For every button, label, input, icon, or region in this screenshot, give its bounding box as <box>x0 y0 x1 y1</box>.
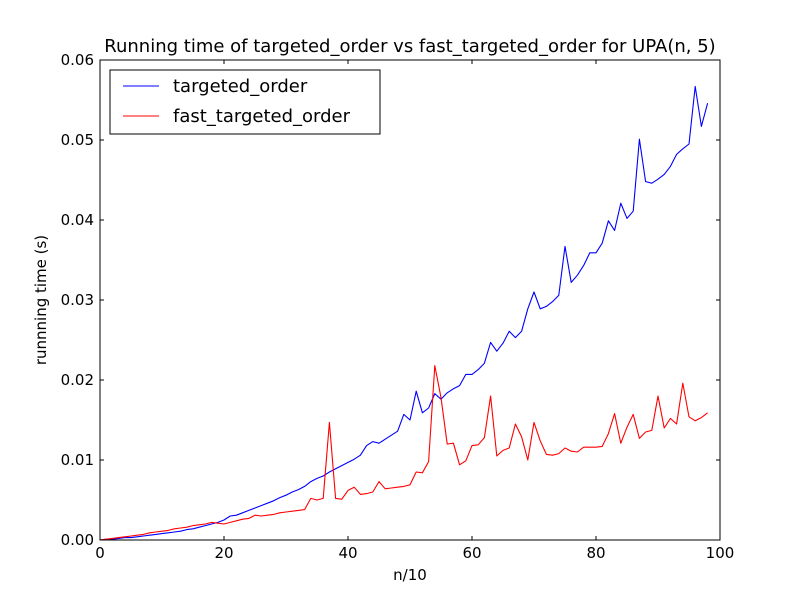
y-tick-label: 0.05 <box>61 131 94 149</box>
x-axis: 0 20 40 60 80 100 <box>95 60 734 562</box>
x-tick-label: 40 <box>338 544 357 562</box>
y-tick-label: 0.00 <box>61 531 94 549</box>
x-tick-label: 80 <box>586 544 605 562</box>
plot-area <box>100 60 720 540</box>
y-tick-label: 0.02 <box>61 371 94 389</box>
y-tick-label: 0.06 <box>61 51 94 69</box>
x-axis-label: n/10 <box>393 566 427 584</box>
series-line-fast-targeted-order <box>99 365 708 541</box>
x-tick-label: 60 <box>462 544 481 562</box>
y-tick-label: 0.04 <box>61 211 94 229</box>
legend-label-targeted-order: targeted_order <box>173 76 308 97</box>
y-tick-label: 0.03 <box>61 291 94 309</box>
x-tick-label: 0 <box>95 544 105 562</box>
legend-box <box>109 69 381 135</box>
series-line-targeted-order <box>99 85 709 541</box>
series-layer <box>99 85 709 541</box>
x-tick-label: 100 <box>706 544 735 562</box>
y-tick-label: 0.01 <box>61 451 94 469</box>
legend: targeted_order fast_targeted_order <box>109 69 381 135</box>
y-axis: 0.00 0.01 0.02 0.03 0.04 0.05 0.06 <box>61 51 720 549</box>
y-axis-label: runnning time (s) <box>32 235 50 365</box>
legend-label-fast-targeted-order: fast_targeted_order <box>173 106 351 127</box>
chart-title: Running time of targeted_order vs fast_t… <box>104 36 715 57</box>
x-tick-label: 20 <box>214 544 233 562</box>
